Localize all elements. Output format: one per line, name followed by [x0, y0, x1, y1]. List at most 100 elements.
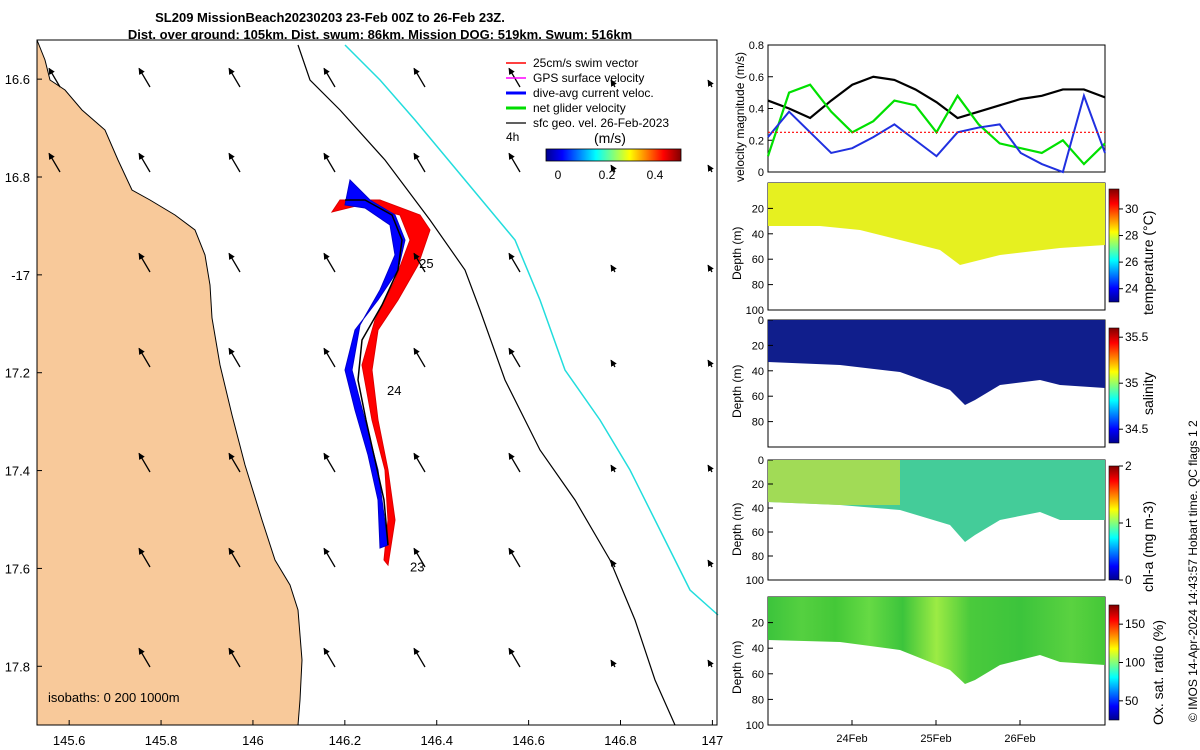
geo-velocity-arrow — [138, 452, 151, 473]
depth-tick-label: 20 — [752, 479, 764, 491]
geo-velocity-arrow — [138, 152, 151, 173]
geo-velocity-arrow — [413, 152, 426, 173]
velocity-tick-label: 0.6 — [749, 72, 764, 84]
temperature-cblabel: temperature (°C) — [1140, 210, 1156, 315]
colorbar-tick-label: 50 — [1125, 694, 1139, 708]
geo-velocity-arrow — [228, 152, 241, 173]
geo-velocity-arrow — [413, 347, 426, 368]
geo-velocity-arrow — [508, 252, 521, 273]
depth-tick-label: 40 — [752, 229, 764, 241]
legend-swim: 25cm/s swim vector — [533, 56, 638, 70]
velocity-line-blue — [767, 92, 1106, 174]
velocity-tick-label: 0.8 — [749, 40, 764, 52]
geo-velocity-arrow — [323, 452, 336, 473]
geo-velocity-arrow — [707, 264, 714, 273]
colorbar-tick-label: 100 — [1125, 656, 1145, 670]
geo-velocity-arrow — [707, 359, 714, 368]
depth-tick-label: 0 — [758, 455, 764, 467]
colorbar-tick-label: 30 — [1125, 202, 1139, 216]
map-x-tick-label: 146.6 — [512, 733, 545, 748]
map-x-tick-label: 145.6 — [53, 733, 86, 748]
salinity-ylabel: Depth (m) — [730, 364, 744, 418]
legend-net: net glider velocity — [533, 101, 626, 115]
map-legend: 25cm/s swim vector GPS surface velocity … — [506, 56, 682, 182]
map-y-tick-label: 17.4 — [5, 464, 30, 479]
figure-title-line2: Dist. over ground: 105km. Dist. swum: 86… — [127, 27, 633, 42]
colorbar-tick-label: 2 — [1125, 459, 1132, 473]
map-x-tick-label: 146.8 — [604, 733, 637, 748]
depth-tick-label: 0 — [758, 315, 764, 327]
velocity-ylabel: velocity magnitude (m/s) — [733, 51, 747, 182]
geo-velocity-arrow — [610, 79, 617, 88]
colorbar-tick-label: 1 — [1125, 516, 1132, 530]
geo-velocity-arrow — [707, 464, 714, 473]
oxygen-panel — [767, 596, 1120, 726]
interval-label: 4h — [506, 130, 519, 144]
depth-tick-label: 80 — [752, 280, 764, 292]
salinity-colorbar — [1108, 327, 1120, 444]
geo-velocity-arrow — [138, 67, 151, 88]
velocity-tick-label: 0 — [758, 167, 764, 179]
map-x-tick-label: 147 — [702, 733, 724, 748]
geo-velocity-arrow — [413, 67, 426, 88]
copyright-stamp: © IMOS 14-Apr-2024 14:43:57 Hobart time.… — [1186, 420, 1200, 722]
figure-title-line1: SL209 MissionBeach20230203 23-Feb 00Z to… — [155, 10, 505, 25]
depth-tick-label: 20 — [752, 618, 764, 630]
geo-velocity-arrow — [508, 347, 521, 368]
isobath-1000 — [344, 44, 719, 616]
oxygen-cblabel: Ox. sat. ratio (%) — [1150, 619, 1166, 725]
salinity-cblabel: salinity — [1140, 372, 1156, 415]
geo-velocity-arrow — [138, 347, 151, 368]
depth-tick-label: 40 — [752, 643, 764, 655]
map-x-tick-label: 146.2 — [329, 733, 362, 748]
map-frame — [36, 39, 718, 726]
geo-velocity-arrow — [228, 347, 241, 368]
geo-velocity-arrow — [707, 164, 714, 173]
geostrophic-velocity-arrows — [48, 67, 714, 668]
geo-velocity-arrow — [508, 152, 521, 173]
depth-tick-label: 80 — [752, 694, 764, 706]
geo-velocity-arrow — [610, 264, 617, 273]
geo-velocity-arrow — [707, 559, 714, 568]
geo-velocity-arrow — [323, 67, 336, 88]
chla-high-patch — [768, 460, 900, 505]
geo-velocity-arrow — [610, 359, 617, 368]
geo-velocity-arrow — [413, 252, 426, 273]
time-tick-label: 26Feb — [1004, 733, 1035, 745]
colorbar-ticks: 24 26 28 30 34.5 35 35.5 0 1 2 50 100 150 — [1119, 202, 1149, 708]
geo-velocity-arrow — [48, 152, 61, 173]
map-y-tick-label: 17.2 — [5, 366, 30, 381]
temperature-panel — [767, 182, 1120, 311]
colorbar-tick-label: 35 — [1125, 376, 1139, 390]
section-y-ticks: 2040608010002040608002040608010020406080… — [746, 203, 773, 732]
colorbar-tick-label: 35.5 — [1125, 330, 1149, 344]
depth-tick-label: 100 — [746, 575, 764, 587]
geo-velocity-arrow — [323, 152, 336, 173]
geo-velocity-arrow — [508, 452, 521, 473]
map-y-tick-label: 17.6 — [5, 561, 30, 576]
colorbar-tick-label: 26 — [1125, 255, 1139, 269]
land-mass — [36, 39, 303, 726]
map-x-tick-label: 146.4 — [420, 733, 453, 748]
velocity-y-ticks: 0 0.2 0.4 0.6 0.8 — [749, 40, 773, 179]
time-x-ticks: 24Feb 25Feb 26Feb — [836, 720, 1036, 745]
map-x-tick-label: 146 — [242, 733, 264, 748]
map-y-ticks: 16.6 16.8 -17 17.2 17.4 17.6 17.8 — [5, 72, 42, 674]
chla-ylabel: Depth (m) — [730, 502, 744, 556]
depth-tick-label: 60 — [752, 527, 764, 539]
day-label: 24 — [387, 383, 401, 398]
geo-velocity-arrow — [610, 559, 617, 568]
velocity-tick-label: 0.2 — [749, 135, 764, 147]
geo-velocity-arrow — [508, 647, 521, 668]
geo-velocity-arrow — [228, 547, 241, 568]
colorbar-tick: 0.2 — [599, 168, 616, 182]
time-tick-label: 24Feb — [836, 733, 867, 745]
isobath-note: isobaths: 0 200 1000m — [48, 690, 180, 705]
chla-panel — [767, 459, 1120, 581]
geo-velocity-arrow — [138, 647, 151, 668]
map-y-tick-label: 17.8 — [5, 659, 30, 674]
map-y-tick-label: 16.8 — [5, 170, 30, 185]
colorbar-tick-label: 28 — [1125, 229, 1139, 243]
geo-velocity-arrow — [323, 347, 336, 368]
